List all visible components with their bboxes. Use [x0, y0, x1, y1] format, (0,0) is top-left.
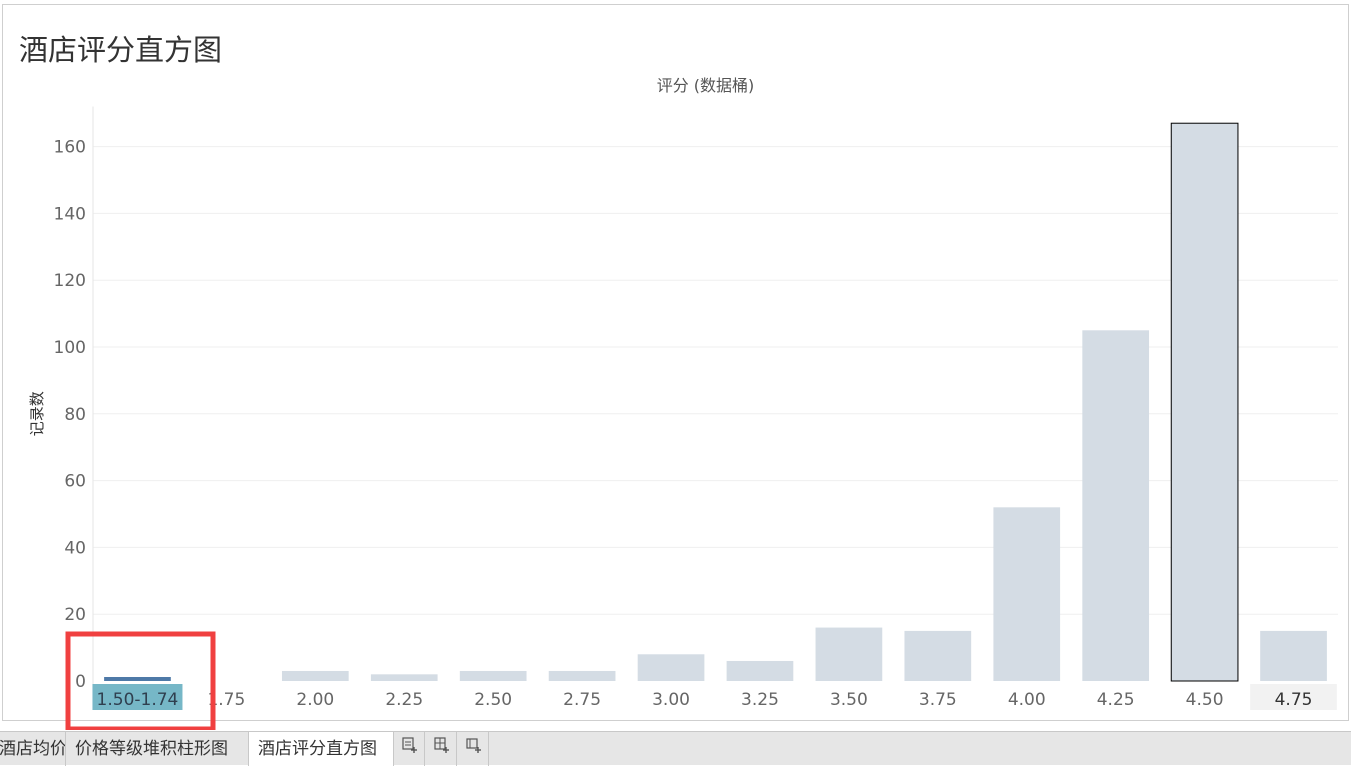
- new-worksheet-icon[interactable]: [395, 732, 425, 766]
- bar-2.75: [548, 670, 616, 681]
- new-dashboard-icon[interactable]: [427, 732, 457, 766]
- y-tick-label-140: 140: [54, 204, 86, 224]
- bar-3.75: [904, 630, 972, 681]
- bar-4.50: [1170, 122, 1239, 682]
- sheet-title: 酒店评分直方图: [19, 33, 223, 67]
- y-axis-label: 记录数: [28, 391, 46, 436]
- x-tick-label-2.25: 2.25: [385, 690, 423, 710]
- y-tick-label-40: 40: [64, 538, 86, 558]
- y-tick-label-120: 120: [54, 271, 86, 291]
- x-tick-label-3.25: 3.25: [741, 690, 779, 710]
- y-tick-label-160: 160: [54, 138, 86, 158]
- bar-4.00: [993, 507, 1061, 681]
- x-tick-label-4.75: 4.75: [1275, 690, 1313, 710]
- y-tick-label-20: 20: [64, 605, 86, 625]
- bar-2.25: [370, 674, 438, 681]
- y-tick-label-0: 0: [75, 672, 86, 692]
- x-tick-label-2.50: 2.50: [474, 690, 512, 710]
- chart-title: 评分 (数据桶): [657, 76, 755, 95]
- x-tick-label-4.50: 4.50: [1186, 690, 1224, 710]
- highlight-box: [65, 631, 216, 730]
- bar-3.25: [726, 660, 794, 681]
- tab-hotel-avg-price[interactable]: 酒店均价: [0, 732, 66, 766]
- selected-label-background: [92, 684, 183, 710]
- histogram-chart: 评分 (数据桶) 记录数 0 20 40 60 80 100 120 140 160 1.50-1.7…: [28, 76, 1338, 730]
- bar-3.00: [637, 654, 705, 681]
- bar-2.50: [459, 670, 527, 681]
- sheet-tab-bar: 酒店均价 价格等级堆积柱形图 酒店评分直方图: [0, 731, 1351, 766]
- bar-1.50-1.74: [104, 677, 171, 681]
- x-tick-label-1.50-1.74: 1.50-1.74: [97, 690, 179, 710]
- bar-4.75: [1260, 630, 1327, 681]
- bar-3.50: [815, 627, 883, 681]
- tab-price-level-stacked-bar[interactable]: 价格等级堆积柱形图: [66, 732, 249, 766]
- y-tick-label-100: 100: [54, 338, 86, 358]
- x-tick-label-3.75: 3.75: [919, 690, 957, 710]
- x-tick-label-1.75: 1.75: [207, 690, 245, 710]
- new-story-icon[interactable]: [459, 732, 489, 766]
- x-tick-label-2.00: 2.00: [296, 690, 334, 710]
- tab-hotel-rating-histogram[interactable]: 酒店评分直方图: [249, 732, 394, 766]
- x-tick-label-4.25: 4.25: [1097, 690, 1135, 710]
- y-tick-label-60: 60: [64, 472, 86, 492]
- last-label-background: [1250, 684, 1337, 710]
- bar-4.25: [1082, 330, 1150, 681]
- y-tick-label-80: 80: [64, 405, 86, 425]
- x-tick-label-2.75: 2.75: [563, 690, 601, 710]
- bar-2.00: [281, 670, 349, 681]
- x-tick-label-3.50: 3.50: [830, 690, 868, 710]
- x-tick-label-4.00: 4.00: [1008, 690, 1046, 710]
- x-tick-label-3.00: 3.00: [652, 690, 690, 710]
